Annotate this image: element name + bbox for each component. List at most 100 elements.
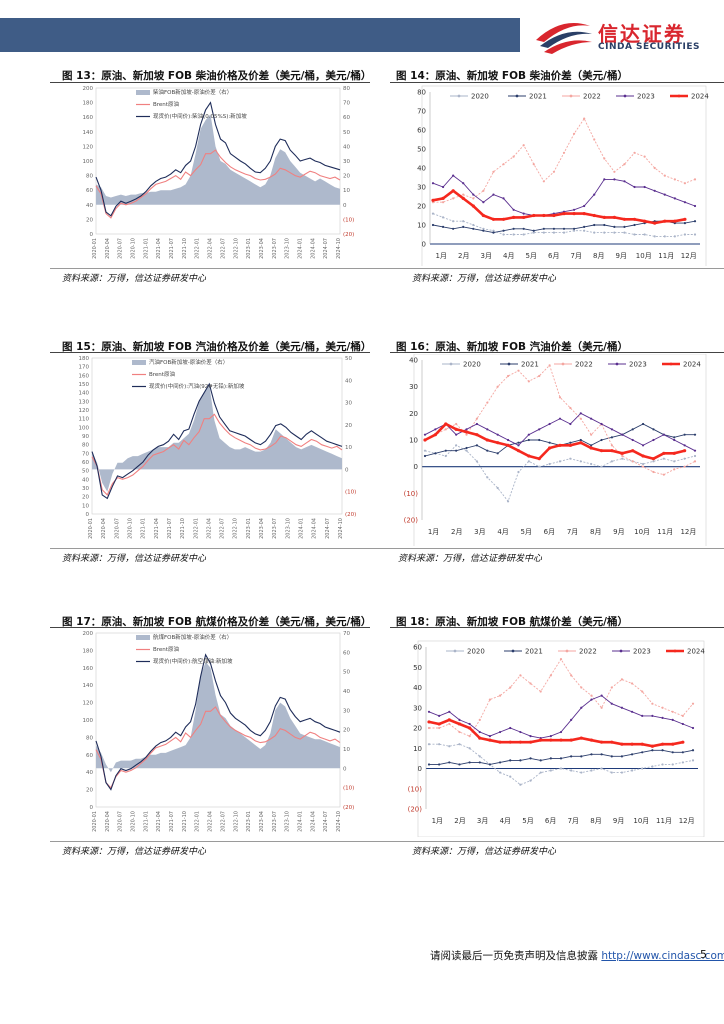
fig14-x-tick-label: 2月	[458, 252, 469, 260]
fig18-x-tick-label: 1月	[432, 817, 443, 825]
fig14-point-2024	[622, 217, 627, 221]
fig16-point-2020	[590, 462, 593, 466]
fig14-point-2021	[583, 225, 586, 228]
fig14-point-2024	[431, 198, 435, 202]
fig18-point-2021	[478, 761, 481, 764]
fig18-point-2021	[509, 759, 512, 762]
fig16-point-2021	[444, 449, 447, 452]
fig17-product-line	[95, 653, 341, 791]
fig16-point-2021	[517, 441, 520, 444]
fig14-point-2021	[522, 227, 525, 230]
fig16-point-2024	[537, 457, 541, 461]
fig17-title-rule	[50, 627, 370, 628]
fig14-point-2024	[653, 221, 657, 225]
fig18-point-2024	[457, 722, 462, 726]
fig14-point-2020	[472, 223, 475, 227]
fig13-source: 资料来源：万得，信达证券研发中心	[62, 274, 207, 284]
fig16-point-2022	[506, 374, 510, 378]
fig15-left-tick-label: 50	[82, 469, 89, 475]
fig18-point-2023	[448, 710, 451, 713]
fig18-y-tick-label: 30	[413, 704, 422, 712]
fig16-y-tick-label: 40	[409, 357, 418, 365]
fig14-point-2020	[562, 231, 566, 234]
fig13-left-tick-label: 80	[86, 174, 93, 180]
fig16-point-2023	[486, 428, 489, 431]
fig17-left-tick-label: 140	[83, 683, 94, 689]
fig16-point-2020	[444, 454, 447, 458]
fig17-left-tick-label: 20	[86, 788, 93, 794]
fig17-left-tick-label: 60	[86, 753, 93, 759]
fig18-point-2024	[660, 742, 665, 746]
fig18-point-2024	[518, 740, 522, 744]
fig18-point-2024	[427, 720, 431, 724]
fig17-x-tick-label: 2023-01	[246, 811, 252, 832]
fig16-point-2023	[590, 417, 593, 420]
fig14-x-tick-label: 4月	[503, 252, 514, 260]
fig16-point-2021	[486, 449, 489, 452]
fig18-point-2023	[661, 716, 664, 719]
fig18-point-2023	[681, 722, 684, 726]
fig16-point-2022	[548, 364, 551, 367]
fig16-point-2023	[558, 417, 562, 420]
brand-logo: 信达证券 CINDA SECURITIES	[532, 12, 718, 58]
fig18-point-2024	[468, 726, 472, 730]
fig14-point-2020	[613, 231, 616, 234]
fig13-x-tick-label: 2020-07	[118, 238, 124, 259]
fig18-chart: (20) (10) 0 10 20 30 40 50 60 1月 2月 3月 4月 5月 6月 7月 8月 9月 1…	[408, 640, 705, 837]
fig18-point-2022	[498, 694, 502, 697]
fig14-x-tick-label: 10月	[636, 252, 652, 260]
fig16-point-2021	[475, 444, 479, 447]
fig16-point-2024	[641, 454, 645, 458]
fig16-y-tick-label: 10	[409, 437, 418, 445]
fig18-point-2020	[630, 769, 634, 772]
fig13-legend-label: 柴油FOB新加坡-原油价差（右）	[153, 88, 232, 96]
fig15-title-rule	[50, 352, 370, 353]
fig16-point-2023	[600, 422, 603, 426]
fig14-y-tick-label: 70	[417, 108, 426, 116]
fig16-point-2023	[579, 412, 582, 415]
fig15-left-tick-label: 10	[82, 503, 89, 509]
fig13-right-tick-label: 30	[343, 159, 350, 165]
fig15-legend-swatch	[132, 360, 146, 365]
fig18-point-2021	[438, 763, 441, 766]
fig14-point-2020	[572, 229, 576, 232]
fig14-x-tick-label: 1月	[436, 252, 447, 260]
fig16-point-2024	[475, 433, 479, 437]
fig17-left-tick-label: 180	[83, 648, 94, 654]
fig15-left-tick-label: 40	[82, 477, 89, 483]
fig17-right-tick-label: 0	[343, 766, 347, 772]
fig17-x-tick-label: 2023-10	[285, 811, 291, 832]
fig18-y-tick-label: (10)	[408, 785, 423, 793]
fig16-point-2024	[454, 427, 458, 431]
fig18-point-2020	[448, 745, 451, 748]
fig16-legend-marker	[561, 362, 565, 366]
fig14-point-2022	[593, 138, 596, 141]
fig14-point-2021	[512, 227, 515, 230]
fig18-x-tick-label: 2月	[454, 817, 465, 825]
fig16-point-2023	[434, 428, 437, 431]
fig18-legend-marker	[453, 649, 457, 653]
fig17-plot-frame	[95, 632, 341, 808]
fig15-x-tick-label: 2023-04	[259, 518, 265, 539]
fig16-point-2023	[641, 444, 645, 447]
fig16-point-2020	[600, 465, 603, 468]
fig14-line-2023	[432, 174, 696, 216]
fig16-point-2020	[506, 500, 510, 503]
fig18-point-2020	[600, 767, 603, 770]
fig18-point-2020	[691, 759, 695, 762]
fig16-point-2021	[693, 433, 697, 436]
fig16-point-2020	[610, 460, 614, 463]
row3-bottom-rule	[50, 841, 724, 842]
fig17-right-tick-label: 70	[343, 631, 350, 637]
fig15-x-tick-label: 2024-07	[325, 518, 331, 539]
footer-url-link[interactable]: http://www.cindasc.com	[601, 950, 724, 962]
fig18-point-2022	[519, 674, 522, 677]
fig13-brent-line	[95, 149, 341, 219]
fig16-point-2023	[621, 433, 624, 436]
fig16-point-2024	[662, 451, 666, 455]
fig16-point-2020	[673, 460, 676, 463]
fig13-x-tick-label: 2021-01	[143, 238, 149, 259]
fig18-point-2022	[448, 722, 451, 726]
fig14-legend-label: 2020	[471, 93, 489, 101]
fig13-left-tick-label: 100	[83, 159, 94, 165]
